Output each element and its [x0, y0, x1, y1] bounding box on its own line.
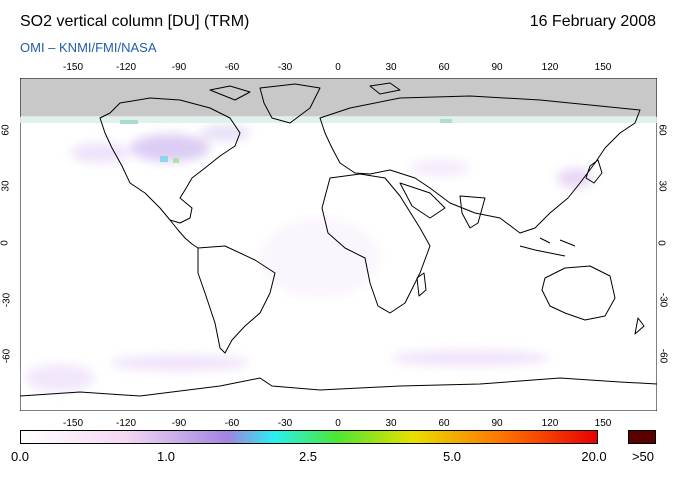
- north-america-coast: [99, 97, 241, 224]
- lat-tick-left: 30: [0, 180, 12, 192]
- new-zealand-coast: [634, 317, 645, 335]
- lon-tick-top: 150: [594, 62, 612, 73]
- lon-tick-bottom: -90: [171, 418, 187, 429]
- colorbar-label: 5.0: [442, 449, 462, 464]
- so2-arctic-edge-band: [20, 117, 657, 163]
- lon-tick-bottom: 60: [438, 418, 450, 429]
- lon-tick-top: 90: [491, 62, 503, 73]
- indonesia-coast: [519, 237, 576, 257]
- lon-tick-top: -60: [224, 62, 240, 73]
- lat-tick-left: 0: [0, 240, 11, 246]
- colorbar-label: 1.0: [156, 449, 176, 464]
- lon-tick-bottom: 150: [594, 418, 612, 429]
- lat-tick-right: 0: [655, 240, 667, 246]
- lat-tick-right: 30: [656, 180, 668, 192]
- lon-tick-bottom: -120: [115, 418, 137, 429]
- lat-tick-right: -30: [657, 292, 669, 308]
- australia-coast: [541, 265, 616, 321]
- no-data-region: [20, 78, 657, 117]
- lat-tick-right: 60: [656, 124, 668, 136]
- colorbar-label: 2.5: [298, 449, 318, 464]
- colorbar-over-label: >50: [631, 449, 655, 464]
- africa-coast: [321, 173, 431, 314]
- colorbar-label: 0.0: [10, 449, 30, 464]
- lat-tick-left: -30: [1, 292, 13, 308]
- lon-tick-bottom: 0: [335, 418, 341, 429]
- coastlines: [20, 82, 657, 397]
- madagascar-coast: [416, 272, 427, 297]
- lon-tick-bottom: 120: [541, 418, 559, 429]
- lon-tick-bottom: -30: [277, 418, 293, 429]
- lon-tick-bottom: 90: [491, 418, 503, 429]
- lon-tick-top: 120: [541, 62, 559, 73]
- data-credit: OMI – KNMI/FMI/NASA: [20, 40, 157, 55]
- greenland-coast: [259, 83, 321, 124]
- lat-tick-left: -60: [1, 348, 13, 364]
- lat-tick-right: -60: [657, 348, 669, 364]
- arabia-coast: [399, 182, 446, 219]
- arctic-islands-coast: [209, 82, 401, 101]
- central-america-coast: [169, 219, 199, 249]
- lon-tick-top: 60: [438, 62, 450, 73]
- lon-tick-top: -150: [62, 62, 84, 73]
- lat-tick-left: 60: [0, 124, 12, 136]
- colorbar-over-range: [628, 430, 656, 444]
- eurasia-coast: [319, 95, 641, 234]
- lon-tick-top: -30: [277, 62, 293, 73]
- lon-tick-top: -120: [115, 62, 137, 73]
- south-america-coast: [197, 245, 276, 354]
- lon-tick-top: 30: [385, 62, 397, 73]
- india-coast: [459, 195, 486, 229]
- colorbar-label: 20.0: [581, 449, 607, 464]
- so2-world-map: [20, 78, 657, 411]
- lon-tick-bottom: 30: [385, 418, 397, 429]
- lon-tick-bottom: -150: [62, 418, 84, 429]
- map-title: SO2 vertical column [DU] (TRM): [20, 13, 250, 30]
- lon-tick-top: 0: [335, 62, 341, 73]
- so2-background-noise: [25, 125, 593, 392]
- lon-tick-bottom: -60: [224, 418, 240, 429]
- map-date: 16 February 2008: [529, 13, 656, 30]
- so2-colorbar: [20, 430, 598, 444]
- antarctica-coast: [20, 377, 657, 397]
- japan-coast: [585, 159, 603, 184]
- lon-tick-top: -90: [171, 62, 187, 73]
